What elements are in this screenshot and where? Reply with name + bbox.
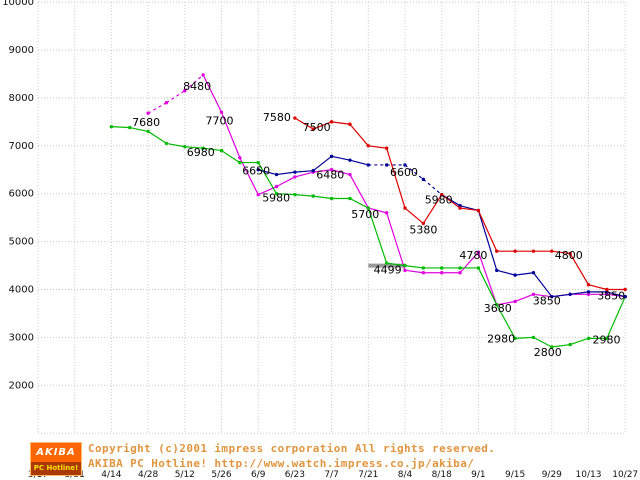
- svg-text:3000: 3000: [9, 332, 34, 343]
- svg-text:2980: 2980: [593, 333, 621, 346]
- svg-text:5980: 5980: [425, 194, 453, 207]
- series-lines: [111, 74, 626, 348]
- site-url-text: AKIBA PC Hotline! http://www.watch.impre…: [88, 457, 475, 470]
- svg-text:8/4: 8/4: [398, 470, 413, 480]
- svg-text:5380: 5380: [409, 223, 437, 236]
- svg-text:5/12: 5/12: [175, 470, 195, 480]
- svg-text:9/1: 9/1: [471, 470, 485, 480]
- svg-text:9000: 9000: [9, 45, 34, 56]
- svg-text:4/14: 4/14: [101, 470, 121, 480]
- svg-text:6600: 6600: [390, 166, 418, 179]
- svg-text:10000: 10000: [2, 0, 34, 8]
- svg-text:5000: 5000: [9, 237, 34, 248]
- svg-text:6/23: 6/23: [285, 470, 305, 480]
- svg-text:5700: 5700: [351, 208, 379, 221]
- svg-text:6480: 6480: [316, 169, 344, 182]
- logo-pc-hotline-text: PC Hotline!: [31, 462, 81, 475]
- svg-text:3850: 3850: [597, 290, 625, 303]
- svg-text:6/9: 6/9: [251, 470, 266, 480]
- svg-text:8480: 8480: [183, 80, 211, 93]
- svg-text:7700: 7700: [206, 114, 234, 127]
- svg-text:8/18: 8/18: [432, 470, 452, 480]
- price-annotations: 7680 8480 7700 6980 6650 5980 7580 7500 6480 6600…: [132, 80, 625, 359]
- akiba-pc-hotline-logo: AKIBA PC Hotline!: [30, 442, 82, 476]
- svg-text:5/26: 5/26: [211, 470, 231, 480]
- logo-akiba-text: AKIBA: [31, 443, 81, 462]
- svg-text:9/15: 9/15: [505, 470, 525, 480]
- svg-text:6650: 6650: [242, 165, 270, 178]
- svg-text:7/7: 7/7: [324, 470, 338, 480]
- svg-text:10/27: 10/27: [612, 470, 638, 480]
- svg-text:10/13: 10/13: [576, 470, 602, 480]
- svg-text:7500: 7500: [303, 121, 331, 134]
- svg-text:3850: 3850: [533, 295, 561, 308]
- svg-text:4800: 4800: [555, 249, 583, 262]
- svg-text:8000: 8000: [9, 93, 34, 104]
- svg-text:4499: 4499: [374, 264, 402, 277]
- series-points: [109, 73, 627, 349]
- svg-text:9/29: 9/29: [542, 470, 562, 480]
- svg-text:2800: 2800: [534, 346, 562, 359]
- copyright-text: Copyright (c)2001 impress corporation Al…: [88, 442, 496, 455]
- svg-text:3680: 3680: [484, 302, 512, 315]
- y-axis-labels: 2000 3000 4000 5000 6000 7000 8000 9000 10000: [2, 0, 34, 391]
- svg-text:5980: 5980: [262, 192, 290, 205]
- svg-text:7/21: 7/21: [358, 470, 378, 480]
- svg-text:7580: 7580: [263, 111, 291, 124]
- x-axis-labels: 3/17 3/31 4/14 4/28 5/12 5/26 6/9 6/23 7/7 7/21 8/…: [28, 470, 638, 480]
- svg-text:4000: 4000: [9, 285, 34, 296]
- svg-text:4/28: 4/28: [138, 470, 158, 480]
- svg-text:6980: 6980: [187, 146, 215, 159]
- svg-text:2980: 2980: [487, 332, 515, 345]
- svg-text:6000: 6000: [9, 189, 34, 200]
- svg-text:4780: 4780: [459, 249, 487, 262]
- svg-text:7000: 7000: [9, 141, 34, 152]
- svg-text:7680: 7680: [132, 116, 160, 129]
- grid-lines: [37, 1, 626, 434]
- svg-text:2000: 2000: [9, 380, 34, 391]
